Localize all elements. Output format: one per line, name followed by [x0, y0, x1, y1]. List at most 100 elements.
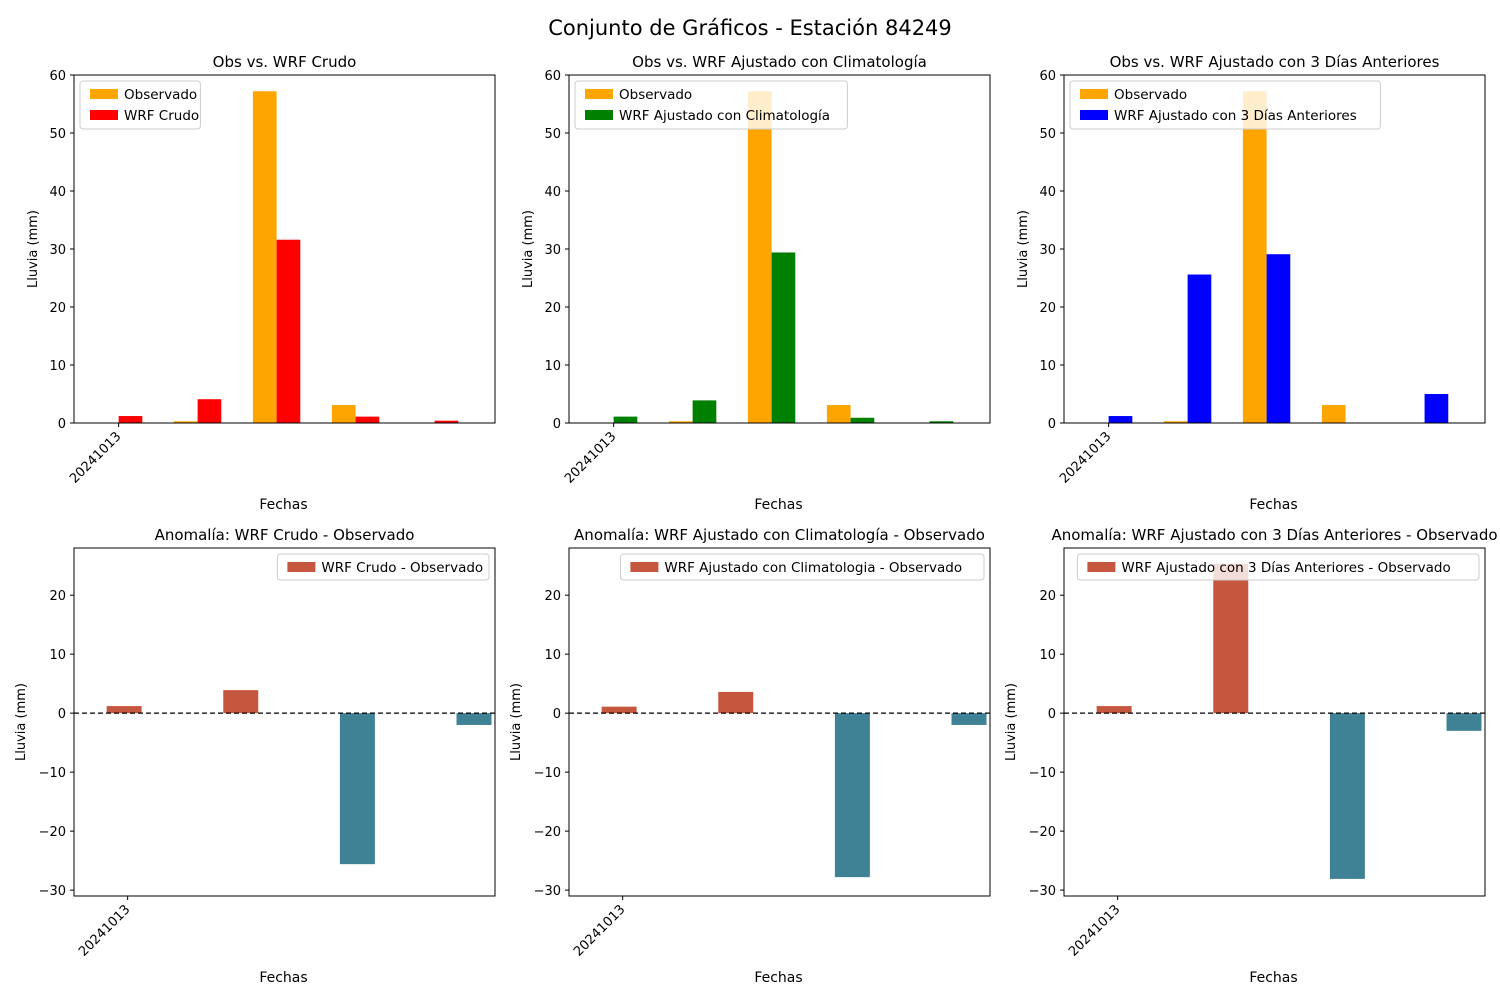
- y-axis-label: Lluvia (mm): [1004, 683, 1019, 761]
- y-tick-label: 60: [544, 69, 561, 84]
- y-tick-label: 0: [58, 707, 66, 722]
- y-tick-label: −10: [39, 766, 66, 781]
- subplot-5: Anomalía: WRF Ajustado con Climatología …: [509, 526, 991, 986]
- bar-wrf-ajustado-con-climatolog-a-4: [929, 421, 954, 423]
- anomaly-bar-0: [106, 706, 142, 714]
- bar-wrf-ajustado-con-3-d-as-anteriores-2: [1266, 254, 1291, 423]
- legend: Observado WRF Ajustado con 3 Días Anterio…: [1069, 80, 1381, 130]
- legend: WRF Ajustado con 3 Días Anteriores - Obs…: [1076, 553, 1480, 581]
- bar-wrf-ajustado-con-climatolog-a-3: [850, 417, 875, 423]
- bar-observado-1: [173, 421, 198, 423]
- anomaly-bar-3: [1446, 713, 1482, 731]
- legend-swatch-1: [1080, 110, 1108, 120]
- y-tick-label: −30: [39, 884, 66, 899]
- y-axis-label: Lluvia (mm): [521, 210, 536, 288]
- y-tick-label: −10: [1029, 766, 1056, 781]
- legend-label-0: Observado: [1114, 87, 1187, 103]
- legend-label-0: WRF Crudo - Observado: [321, 560, 483, 576]
- y-tick-label: 20: [1039, 301, 1056, 316]
- legend-box: [1076, 553, 1480, 581]
- x-axis-label: Fechas: [259, 970, 307, 986]
- y-axis-label: Lluvia (mm): [509, 683, 524, 761]
- y-tick-label: 0: [58, 417, 66, 432]
- legend-box: [574, 80, 848, 130]
- legend-label-0: WRF Ajustado con Climatologia - Observad…: [664, 560, 962, 576]
- subplot-title: Anomalía: WRF Crudo - Observado: [155, 526, 415, 544]
- legend-box: [1069, 80, 1381, 130]
- legend-label-0: Observado: [619, 87, 692, 103]
- y-tick-label: 10: [49, 648, 66, 663]
- bar-observado-3: [331, 405, 356, 423]
- subplot-1: Obs vs. WRF Crudo 0 10 20 30 40 50 60 20241013 Fe…: [26, 53, 496, 513]
- x-axis-label: Fechas: [754, 497, 802, 513]
- subplot-2: Obs vs. WRF Ajustado con Climatología 0 10…: [521, 53, 991, 513]
- y-axis-label: Lluvia (mm): [14, 683, 29, 761]
- anomaly-bar-2: [834, 713, 870, 878]
- y-tick-label: 10: [1039, 648, 1056, 663]
- bar-wrf-crudo-2: [276, 239, 301, 423]
- legend-label-1: WRF Ajustado con Climatología: [619, 108, 830, 124]
- y-tick-label: 30: [49, 243, 66, 258]
- subplot-title: Obs vs. WRF Ajustado con Climatología: [632, 53, 927, 71]
- y-tick-label: −30: [534, 884, 561, 899]
- anomaly-bar-1: [223, 690, 259, 714]
- y-tick-label: 30: [1039, 243, 1056, 258]
- y-tick-label: 0: [1048, 707, 1056, 722]
- y-tick-label: 50: [544, 127, 561, 142]
- y-tick-label: 0: [553, 707, 561, 722]
- x-axis-label: Fechas: [259, 497, 307, 513]
- bar-wrf-crudo-4: [434, 420, 459, 423]
- bar-wrf-ajustado-con-3-d-as-anteriores-4: [1424, 394, 1449, 423]
- x-tick-label: 20241013: [1057, 429, 1114, 486]
- y-tick-label: 0: [553, 417, 561, 432]
- subplot-title: Obs vs. WRF Crudo: [213, 53, 357, 71]
- y-tick-label: 20: [49, 589, 66, 604]
- bar-wrf-ajustado-con-climatolog-a-1: [692, 400, 717, 423]
- y-tick-label: −20: [39, 825, 66, 840]
- legend-label-0: WRF Ajustado con 3 Días Anteriores - Obs…: [1121, 560, 1450, 576]
- anomaly-bar-2: [1329, 713, 1365, 879]
- y-tick-label: 10: [544, 359, 561, 374]
- bar-wrf-ajustado-con-climatolog-a-0: [613, 416, 638, 423]
- subplot-6: Anomalía: WRF Ajustado con 3 Días Anteri…: [1004, 526, 1498, 986]
- x-tick-label: 20241013: [571, 902, 628, 959]
- y-axis-label: Lluvia (mm): [1016, 210, 1031, 288]
- bar-wrf-crudo-1: [197, 399, 222, 423]
- legend: Observado WRF Crudo: [79, 80, 201, 130]
- y-tick-label: 60: [49, 69, 66, 84]
- y-tick-label: 20: [544, 301, 561, 316]
- y-tick-label: 60: [1039, 69, 1056, 84]
- anomaly-bar-1: [718, 691, 754, 714]
- bar-wrf-ajustado-con-3-d-as-anteriores-0: [1108, 416, 1133, 423]
- anomaly-bar-0: [1096, 706, 1132, 714]
- bar-observado-3: [826, 405, 851, 423]
- y-tick-label: 0: [1048, 417, 1056, 432]
- legend: WRF Crudo - Observado: [276, 553, 490, 581]
- y-tick-label: 50: [49, 127, 66, 142]
- y-tick-label: 50: [1039, 127, 1056, 142]
- y-tick-label: 40: [544, 185, 561, 200]
- legend-swatch-0: [1087, 562, 1116, 572]
- subplot-3: Obs vs. WRF Ajustado con 3 Días Anterior…: [1016, 53, 1486, 513]
- y-tick-label: −30: [1029, 884, 1056, 899]
- legend-swatch-1: [585, 110, 613, 120]
- anomaly-bar-3: [456, 713, 492, 725]
- legend-box: [619, 553, 985, 581]
- subplot-title: Anomalía: WRF Ajustado con 3 Días Anteri…: [1051, 526, 1497, 544]
- bar-observado-1: [1163, 421, 1188, 423]
- legend-swatch-0: [90, 89, 118, 99]
- y-tick-label: 10: [49, 359, 66, 374]
- bar-observado-2: [252, 91, 277, 424]
- subplot-title: Anomalía: WRF Ajustado con Climatología …: [574, 526, 985, 544]
- bar-observado-2: [747, 91, 772, 424]
- axes-frame: [568, 547, 991, 897]
- bar-wrf-crudo-0: [118, 416, 143, 423]
- bar-wrf-ajustado-con-3-d-as-anteriores-1: [1187, 274, 1212, 423]
- x-axis-label: Fechas: [1249, 970, 1297, 986]
- x-axis-label: Fechas: [754, 970, 802, 986]
- y-tick-label: −20: [1029, 825, 1056, 840]
- y-tick-label: −20: [534, 825, 561, 840]
- y-tick-label: 20: [1039, 589, 1056, 604]
- x-tick-label: 20241013: [67, 429, 124, 486]
- legend-swatch-0: [585, 89, 613, 99]
